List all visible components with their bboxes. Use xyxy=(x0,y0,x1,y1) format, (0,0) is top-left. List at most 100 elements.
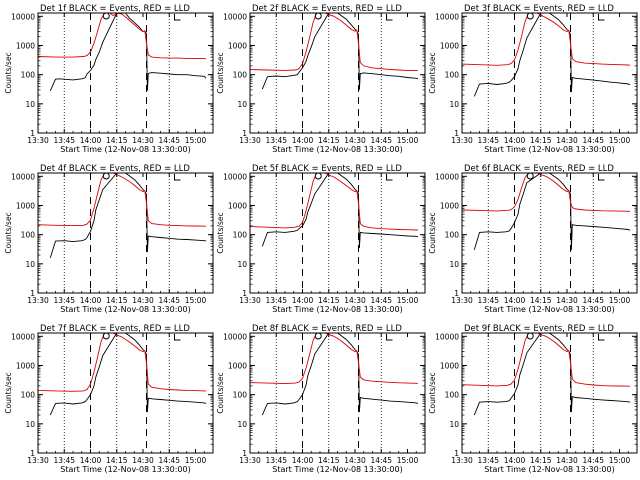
x-tick-label: 13:30 xyxy=(451,296,473,305)
y-tick-label: 10000 xyxy=(11,172,35,181)
corner-marker xyxy=(174,174,181,181)
peak-marker xyxy=(314,332,322,340)
x-tick-label: 14:15 xyxy=(106,136,128,145)
lld-series-line xyxy=(462,13,631,66)
x-axis-label: Start Time (12-Nov-08 13:30:00) xyxy=(272,145,402,154)
peak-marker xyxy=(314,172,322,180)
y-tick-label: 1 xyxy=(242,449,247,458)
events-series-line xyxy=(261,333,419,416)
y-tick-label: 1 xyxy=(242,289,247,298)
panel-title: Det 4f BLACK = Events, RED = LLD xyxy=(40,164,190,174)
x-tick-label: 13:30 xyxy=(27,296,49,305)
peak-marker xyxy=(102,332,110,340)
peak-marker xyxy=(102,12,110,20)
x-tick-label: 14:00 xyxy=(504,136,526,145)
x-tick-label: 14:15 xyxy=(530,136,552,145)
panel-title: Det 5f BLACK = Events, RED = LLD xyxy=(252,164,402,174)
y-tick-label: 10000 xyxy=(435,172,459,181)
x-tick-label: 15:00 xyxy=(397,296,419,305)
x-tick-label: 14:45 xyxy=(370,136,392,145)
x-tick-label: 14:45 xyxy=(158,456,180,465)
x-tick-label: 14:30 xyxy=(556,456,578,465)
lld-series-line xyxy=(250,333,418,385)
corner-marker xyxy=(386,14,393,21)
y-tick-label: 10000 xyxy=(223,172,247,181)
x-tick-label: 14:45 xyxy=(370,296,392,305)
x-tick-label: 13:45 xyxy=(53,136,75,145)
lld-series-line xyxy=(250,13,419,72)
y-tick-label: 1 xyxy=(30,289,35,298)
peak-marker xyxy=(314,12,322,20)
lld-series-line xyxy=(38,13,207,60)
peak-marker xyxy=(526,172,534,180)
panel-title: Det 2f BLACK = Events, RED = LLD xyxy=(252,4,402,14)
y-tick-label: 100 xyxy=(233,391,248,400)
y-axis-label: Counts/sec xyxy=(4,52,13,93)
y-tick-label: 1000 xyxy=(440,41,459,50)
x-tick-label: 14:45 xyxy=(582,456,604,465)
detector-panel: Det 9f BLACK = Events, RED = LLD 13:30 13:… xyxy=(428,324,638,474)
x-tick-label: 13:30 xyxy=(27,136,49,145)
x-axis-label: Start Time (12-Nov-08 13:30:00) xyxy=(484,465,614,474)
y-tick-label: 1000 xyxy=(16,41,35,50)
y-tick-label: 1 xyxy=(30,449,35,458)
x-tick-label: 13:45 xyxy=(265,136,287,145)
y-tick-label: 10000 xyxy=(11,12,35,21)
x-tick-label: 14:30 xyxy=(556,296,578,305)
events-series-line xyxy=(261,173,419,249)
x-tick-label: 14:30 xyxy=(344,456,366,465)
x-tick-label: 14:45 xyxy=(582,296,604,305)
x-tick-label: 14:30 xyxy=(132,296,154,305)
y-tick-label: 1 xyxy=(242,129,247,138)
corner-marker xyxy=(598,14,605,21)
x-tick-label: 15:00 xyxy=(609,296,631,305)
panel-title: Det 9f BLACK = Events, RED = LLD xyxy=(464,324,614,334)
events-series-line xyxy=(473,173,631,251)
corner-marker xyxy=(174,334,181,341)
y-tick-label: 1000 xyxy=(16,361,35,370)
x-tick-label: 13:45 xyxy=(53,456,75,465)
corner-marker xyxy=(386,334,393,341)
detector-panel: Det 6f BLACK = Events, RED = LLD 13:30 13:… xyxy=(428,164,638,314)
corner-marker xyxy=(598,174,605,181)
x-tick-label: 14:00 xyxy=(504,296,526,305)
y-tick-label: 100 xyxy=(233,71,248,80)
x-tick-label: 13:30 xyxy=(239,296,261,305)
peak-marker xyxy=(526,332,534,340)
y-tick-label: 10 xyxy=(449,260,459,269)
x-tick-label: 13:30 xyxy=(239,456,261,465)
detector-panel: Det 4f BLACK = Events, RED = LLD 13:30 13:… xyxy=(4,164,214,314)
x-tick-label: 14:15 xyxy=(106,296,128,305)
x-tick-label: 14:30 xyxy=(132,456,154,465)
y-tick-label: 100 xyxy=(445,231,460,240)
y-tick-label: 100 xyxy=(233,231,248,240)
x-tick-label: 14:15 xyxy=(530,296,552,305)
y-tick-label: 1000 xyxy=(440,361,459,370)
x-tick-label: 13:45 xyxy=(477,456,499,465)
x-axis-label: Start Time (12-Nov-08 13:30:00) xyxy=(60,465,190,474)
y-axis-label: Counts/sec xyxy=(216,52,225,93)
x-tick-label: 14:00 xyxy=(292,136,314,145)
y-tick-label: 10000 xyxy=(223,12,247,21)
x-tick-label: 14:00 xyxy=(80,296,102,305)
x-tick-label: 14:15 xyxy=(106,456,128,465)
x-tick-label: 15:00 xyxy=(397,456,419,465)
x-tick-label: 14:00 xyxy=(80,456,102,465)
x-tick-label: 13:30 xyxy=(27,456,49,465)
corner-marker xyxy=(598,334,605,341)
x-axis-label: Start Time (12-Nov-08 13:30:00) xyxy=(272,305,402,314)
x-tick-label: 14:30 xyxy=(344,136,366,145)
x-tick-label: 14:15 xyxy=(318,136,340,145)
x-tick-label: 15:00 xyxy=(185,456,207,465)
events-series-line xyxy=(473,333,631,416)
y-tick-label: 10 xyxy=(237,260,247,269)
events-series-line xyxy=(49,333,207,416)
x-tick-label: 13:45 xyxy=(265,456,287,465)
panel-title: Det 8f BLACK = Events, RED = LLD xyxy=(252,324,402,334)
x-tick-label: 14:00 xyxy=(292,456,314,465)
y-tick-label: 10000 xyxy=(435,12,459,21)
x-tick-label: 14:45 xyxy=(370,456,392,465)
panel-title: Det 6f BLACK = Events, RED = LLD xyxy=(464,164,614,174)
